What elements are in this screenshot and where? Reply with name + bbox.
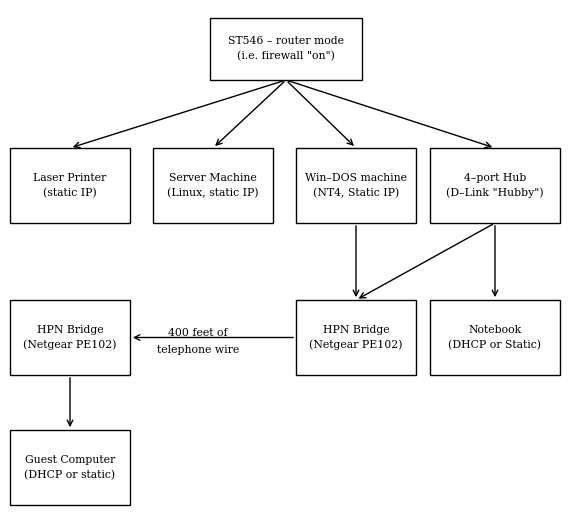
Text: Laser Printer
(static IP): Laser Printer (static IP) <box>33 173 106 198</box>
Text: ST546 – router mode
(i.e. firewall "on"): ST546 – router mode (i.e. firewall "on") <box>228 36 344 61</box>
Text: Server Machine
(Linux, static IP): Server Machine (Linux, static IP) <box>167 173 259 198</box>
Text: Guest Computer
(DHCP or static): Guest Computer (DHCP or static) <box>25 455 116 480</box>
Text: Win–DOS machine
(NT4, Static IP): Win–DOS machine (NT4, Static IP) <box>305 173 407 198</box>
Bar <box>10 148 130 223</box>
Text: Notebook
(DHCP or Static): Notebook (DHCP or Static) <box>448 325 542 350</box>
Text: HPN Bridge
(Netgear PE102): HPN Bridge (Netgear PE102) <box>23 325 117 350</box>
Text: 4–port Hub
(D–Link "Hubby"): 4–port Hub (D–Link "Hubby") <box>446 173 544 198</box>
Bar <box>430 300 560 375</box>
Bar <box>10 300 130 375</box>
Bar <box>10 430 130 505</box>
Text: HPN Bridge
(Netgear PE102): HPN Bridge (Netgear PE102) <box>309 325 403 350</box>
Bar <box>430 148 560 223</box>
Bar <box>153 148 273 223</box>
Bar <box>210 18 362 80</box>
Bar <box>296 148 416 223</box>
Bar <box>296 300 416 375</box>
Text: telephone wire: telephone wire <box>157 345 239 355</box>
Text: 400 feet of: 400 feet of <box>168 328 228 338</box>
